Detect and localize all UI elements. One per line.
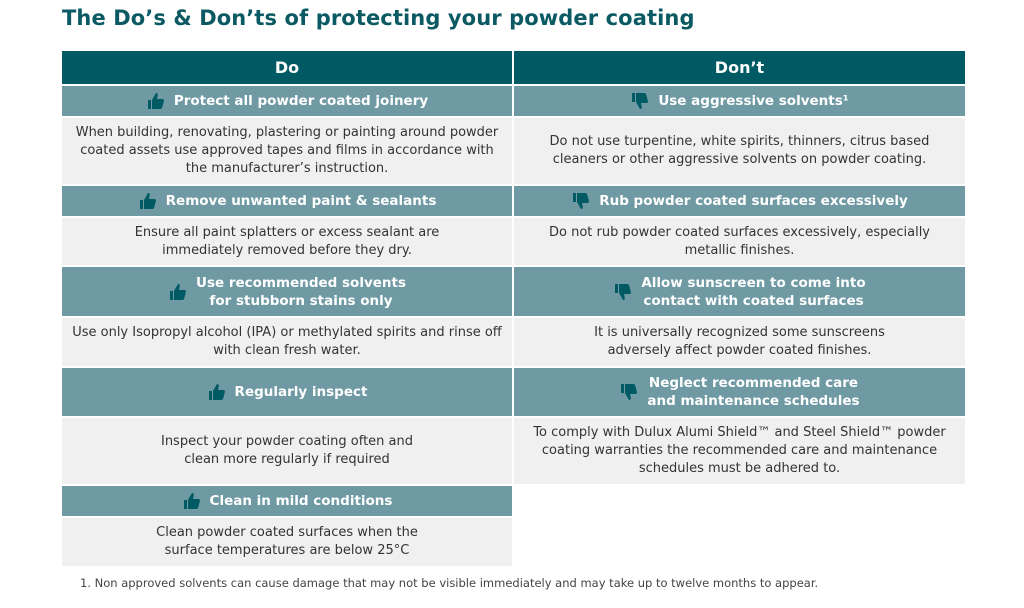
dont-text: Do not rub powder coated surfaces excess… [514, 218, 965, 265]
do-heading-text: Use recommended solvents for stubborn st… [195, 274, 407, 309]
dont-heading: Rub powder coated surfaces excessively [514, 186, 965, 216]
do-heading-text: Protect all powder coated joinery [173, 93, 429, 109]
footnote: 1. Non approved solvents can cause damag… [80, 576, 819, 590]
do-text: When building, renovating, plastering or… [62, 118, 512, 184]
do-text: Use only Isopropyl alcohol (IPA) or meth… [62, 318, 512, 366]
do-text-text: Inspect your powder coating often and cl… [160, 434, 414, 467]
dont-text-text: It is universally recognized some sunscr… [594, 325, 885, 358]
column-header-do: Do [62, 51, 512, 84]
dont-heading-text: Neglect recommended care and maintenance… [647, 375, 860, 409]
thumbs-down-icon [630, 91, 658, 111]
do-heading: Use recommended solvents for stubborn st… [62, 267, 512, 316]
empty-cell [514, 486, 965, 516]
thumbs-down-icon [571, 191, 599, 211]
do-heading: Protect all powder coated joinery [62, 86, 512, 116]
dont-heading: Use aggressive solvents¹ [514, 86, 965, 116]
do-text-text: Clean powder coated surfaces when the su… [156, 525, 418, 558]
do-text: Inspect your powder coating often and cl… [62, 418, 512, 484]
thumbs-up-icon [168, 282, 196, 302]
do-heading-text: Regularly inspect [234, 384, 368, 400]
dos-donts-table: Do Don’t Protect all powder coated joine… [62, 51, 965, 566]
page-title: The Do’s & Don’ts of protecting your pow… [62, 6, 695, 30]
dont-heading: Allow sunscreen to come into contact wit… [514, 267, 965, 316]
thumbs-up-icon [146, 91, 174, 111]
dont-text: To comply with Dulux Alumi Shield™ and S… [514, 418, 965, 484]
do-heading-text: Clean in mild conditions [209, 493, 393, 509]
do-text-text: Use only Isopropyl alcohol (IPA) or meth… [72, 325, 502, 358]
dont-heading-text: Rub powder coated surfaces excessively [599, 193, 908, 209]
dont-text: It is universally recognized some sunscr… [514, 318, 965, 366]
do-heading-text: Remove unwanted paint & sealants [165, 193, 437, 209]
thumbs-up-icon [138, 191, 166, 211]
do-heading: Remove unwanted paint & sealants [62, 186, 512, 216]
do-heading: Clean in mild conditions [62, 486, 512, 516]
do-text: Ensure all paint splatters or excess sea… [62, 218, 512, 265]
thumbs-up-icon [207, 382, 235, 402]
dont-text: Do not use turpentine, white spirits, th… [514, 118, 965, 184]
dont-heading-text: Use aggressive solvents¹ [658, 93, 849, 109]
dont-text-text: Do not use turpentine, white spirits, th… [549, 134, 930, 167]
column-header-dont: Don’t [514, 51, 965, 84]
do-text: Clean powder coated surfaces when the su… [62, 518, 512, 566]
dont-text-text: To comply with Dulux Alumi Shield™ and S… [533, 425, 946, 476]
do-heading: Regularly inspect [62, 368, 512, 416]
do-text-text: Ensure all paint splatters or excess sea… [134, 224, 440, 258]
dont-text-text: Do not rub powder coated surfaces excess… [548, 224, 930, 258]
thumbs-down-icon [613, 282, 641, 302]
empty-cell [514, 518, 965, 566]
dont-heading: Neglect recommended care and maintenance… [514, 368, 965, 416]
thumbs-down-icon [619, 382, 647, 402]
dont-heading-text: Allow sunscreen to come into contact wit… [641, 274, 866, 309]
do-text-text: When building, renovating, plastering or… [75, 125, 499, 176]
thumbs-up-icon [182, 491, 210, 511]
